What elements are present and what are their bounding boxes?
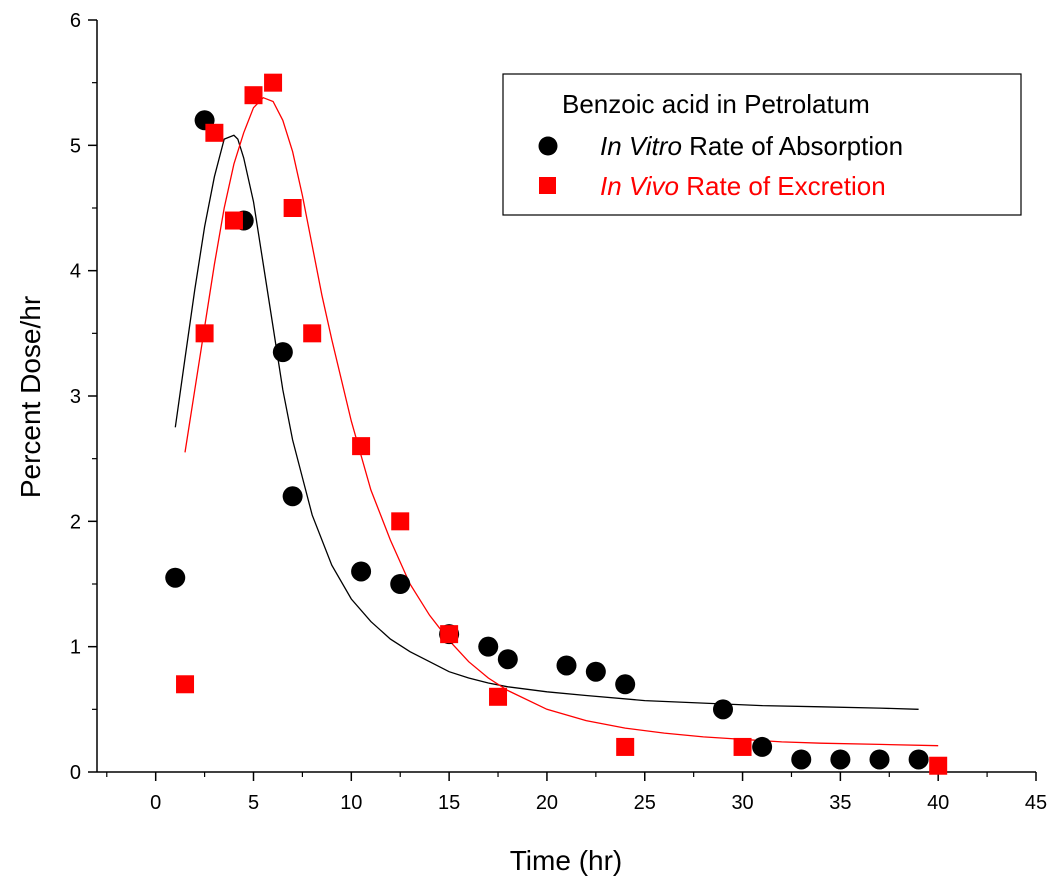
point-in-vivo [224, 211, 243, 230]
x-tick-label: 5 [248, 792, 259, 814]
point-in-vitro [752, 736, 773, 757]
x-axis-title: Time (hr) [510, 845, 623, 876]
data-points [165, 73, 948, 775]
point-in-vitro [908, 749, 929, 770]
point-in-vitro [165, 567, 186, 588]
point-in-vitro [282, 486, 303, 507]
fit-curve-in-vivo [184, 96, 939, 747]
point-in-vitro [585, 661, 606, 682]
point-in-vivo [176, 675, 195, 694]
point-in-vitro [390, 574, 411, 594]
x-tick-label: 0 [150, 792, 161, 814]
point-in-vitro [272, 342, 293, 363]
point-in-vitro [615, 674, 636, 695]
point-in-vivo [929, 756, 948, 775]
x-tick-label: 45 [1025, 792, 1047, 814]
point-in-vivo [205, 123, 224, 142]
x-tick-label: 15 [438, 792, 460, 814]
point-in-vitro [869, 749, 890, 770]
point-in-vitro [478, 636, 499, 657]
point-in-vivo [283, 199, 302, 217]
y-tick-label: 2 [70, 511, 81, 533]
y-tick-label: 4 [70, 261, 81, 283]
legend-label-in-vivo: In Vivo Rate of Excretion [600, 171, 886, 201]
y-tick-label: 3 [70, 386, 81, 408]
point-in-vivo [195, 324, 214, 343]
point-in-vivo [244, 86, 263, 105]
point-in-vivo [264, 73, 283, 92]
legend-title: Benzoic acid in Petrolatum [562, 89, 870, 119]
legend: Benzoic acid in Petrolatum In Vitro Rate… [502, 73, 1022, 216]
y-tick-label: 1 [70, 637, 81, 659]
x-tick-label: 20 [536, 792, 558, 814]
point-in-vitro [791, 749, 812, 770]
x-tick-label: 10 [340, 792, 362, 814]
fit-curve-in-vitro [174, 134, 919, 710]
point-in-vivo [489, 687, 508, 706]
point-in-vitro [351, 561, 372, 582]
y-tick-label: 0 [70, 762, 81, 784]
legend-label-in-vitro: In Vitro Rate of Absorption [600, 131, 903, 161]
point-in-vitro [556, 655, 577, 676]
x-tick-label: 30 [731, 792, 753, 814]
legend-marker-in-vitro [538, 136, 558, 156]
x-tick-label: 25 [634, 792, 656, 814]
y-axis-title: Percent Dose/hr [15, 296, 46, 498]
fit-curves [174, 96, 939, 747]
x-tick-label: 40 [927, 792, 949, 814]
legend-marker-in-vivo [539, 177, 556, 194]
y-tick-label: 6 [70, 10, 81, 32]
legend-box [502, 73, 1022, 216]
point-in-vivo [440, 625, 459, 644]
point-in-vitro [713, 699, 733, 720]
point-in-vivo [733, 737, 752, 756]
point-in-vivo [616, 737, 635, 756]
point-in-vitro [497, 649, 518, 670]
point-in-vitro [830, 749, 851, 770]
x-tick-label: 35 [829, 792, 851, 814]
point-in-vivo [391, 512, 410, 531]
point-in-vivo [352, 437, 371, 456]
point-in-vivo [303, 324, 322, 343]
y-tick-label: 5 [70, 135, 81, 157]
